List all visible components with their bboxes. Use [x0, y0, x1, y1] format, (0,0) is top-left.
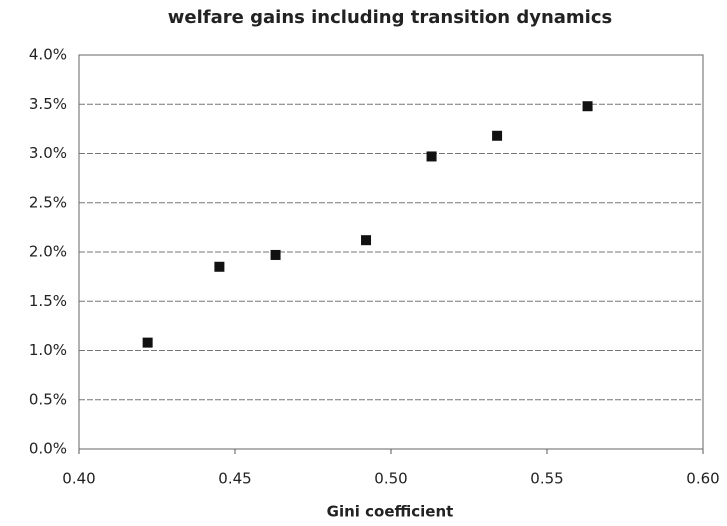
x-tick-label: 0.60	[686, 470, 719, 488]
marker	[492, 130, 503, 141]
marker	[582, 101, 593, 112]
y-tick-label: 0.5%	[29, 390, 67, 408]
x-axis-title: Gini coefficient	[327, 503, 454, 521]
plot-border	[78, 54, 704, 450]
y-tick-label: 0.0%	[29, 440, 67, 458]
chart-title: welfare gains including transition dynam…	[168, 7, 612, 28]
marker	[270, 249, 281, 260]
x-tick-label: 0.50	[374, 470, 407, 488]
y-tick-label: 1.5%	[29, 292, 67, 310]
y-tick-label: 3.5%	[29, 95, 67, 113]
x-tick-label: 0.40	[62, 470, 95, 488]
marker	[142, 337, 153, 348]
marker	[361, 235, 372, 246]
x-tick-label: 0.55	[530, 470, 563, 488]
x-tick-label: 0.45	[218, 470, 251, 488]
y-tick-label: 2.5%	[29, 193, 67, 211]
marker	[426, 151, 437, 162]
marker	[214, 261, 225, 272]
y-tick-label: 2.0%	[29, 243, 67, 261]
y-tick-label: 1.0%	[29, 341, 67, 359]
y-tick-label: 3.0%	[29, 144, 67, 162]
y-tick-label: 4.0%	[29, 46, 67, 64]
